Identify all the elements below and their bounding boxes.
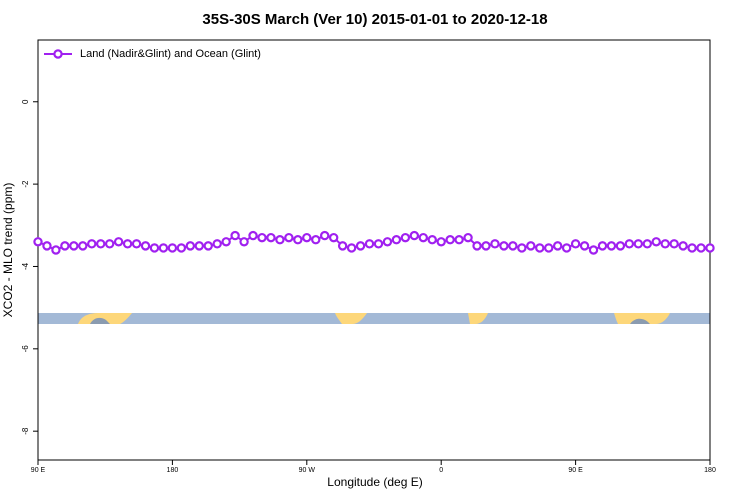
data-point xyxy=(257,232,267,243)
x-tick-label: 0 xyxy=(439,467,443,474)
data-point xyxy=(499,241,509,251)
chart-title: 35S-30S March (Ver 10) 2015-01-01 to 202… xyxy=(202,11,547,28)
data-point xyxy=(284,232,294,243)
data-point xyxy=(328,232,339,243)
data-point xyxy=(194,241,204,251)
x-tick-label: 180 xyxy=(704,467,716,474)
x-axis-label: Longitude (deg E) xyxy=(327,475,422,489)
x-tick-label: 90 E xyxy=(31,467,46,474)
data-point xyxy=(33,237,43,247)
y-tick-label: -8 xyxy=(21,427,30,435)
data-point xyxy=(588,245,599,255)
data-point xyxy=(472,241,482,251)
data-point xyxy=(311,235,321,245)
data-point xyxy=(337,241,348,251)
data-point xyxy=(535,243,545,253)
data-point xyxy=(60,241,70,251)
data-point xyxy=(221,237,231,247)
data-point xyxy=(69,241,79,251)
data-point xyxy=(176,243,187,253)
data-point xyxy=(248,230,258,241)
data-point xyxy=(642,239,652,249)
data-point xyxy=(633,239,644,249)
data-point xyxy=(561,243,572,253)
data-point xyxy=(454,235,464,245)
x-tick-label: 90 W xyxy=(299,467,316,474)
data-point xyxy=(517,243,527,253)
data-point xyxy=(87,239,97,249)
data-point xyxy=(400,232,411,243)
legend-marker xyxy=(53,49,63,59)
data-point xyxy=(579,241,590,251)
data-point xyxy=(436,237,446,247)
data-point xyxy=(293,235,303,245)
data-point xyxy=(230,230,240,241)
data-point xyxy=(104,239,115,249)
y-tick-label: -6 xyxy=(21,345,30,353)
data-point xyxy=(669,239,679,249)
data-point xyxy=(481,241,491,251)
data-point xyxy=(651,237,661,247)
data-point xyxy=(445,235,455,245)
data-point xyxy=(239,237,249,247)
data-point xyxy=(51,245,61,255)
data-point xyxy=(212,239,222,249)
data-point xyxy=(373,239,384,249)
data-point xyxy=(185,241,196,251)
data-point xyxy=(140,241,151,251)
data-point xyxy=(678,241,688,251)
data-point xyxy=(122,239,133,249)
data-point xyxy=(203,241,213,251)
data-point xyxy=(418,232,428,243)
data-point xyxy=(490,239,500,249)
data-point xyxy=(158,243,169,253)
data-point xyxy=(113,237,124,247)
data-point xyxy=(320,230,330,241)
data-point xyxy=(409,230,420,241)
data-point xyxy=(606,241,617,251)
data-point xyxy=(266,232,276,243)
data-point xyxy=(552,241,563,251)
land-ocean-strip xyxy=(38,313,710,324)
data-point xyxy=(660,239,670,249)
data-point xyxy=(624,239,635,249)
data-point xyxy=(275,235,285,245)
data-point xyxy=(696,243,706,253)
data-point xyxy=(167,243,178,253)
y-axis-label: XCO2 - MLO trend (ppm) xyxy=(1,183,15,318)
data-point xyxy=(427,235,437,245)
data-point xyxy=(508,241,518,251)
y-tick-label: -4 xyxy=(21,262,30,270)
data-point xyxy=(597,241,608,251)
data-point xyxy=(42,241,52,251)
data-point xyxy=(463,232,473,243)
data-point xyxy=(382,237,393,247)
data-point xyxy=(346,243,357,253)
data-point xyxy=(687,243,697,253)
data-point xyxy=(355,241,366,251)
y-tick-label: -2 xyxy=(21,180,30,188)
data-point xyxy=(615,241,626,251)
x-tick-label: 180 xyxy=(167,467,179,474)
data-point xyxy=(364,239,375,249)
data-point xyxy=(391,235,402,245)
data-point xyxy=(526,241,536,251)
data-point xyxy=(78,241,88,251)
data-point xyxy=(96,239,106,249)
legend-label: Land (Nadir&Glint) and Ocean (Glint) xyxy=(80,48,261,60)
data-point xyxy=(302,232,312,243)
y-tick-label: 0 xyxy=(21,99,30,104)
data-point xyxy=(131,239,142,249)
x-tick-label: 90 E xyxy=(568,467,583,474)
data-point xyxy=(149,243,160,253)
data-point xyxy=(544,243,554,253)
data-point xyxy=(570,239,581,249)
data-point xyxy=(705,243,715,253)
